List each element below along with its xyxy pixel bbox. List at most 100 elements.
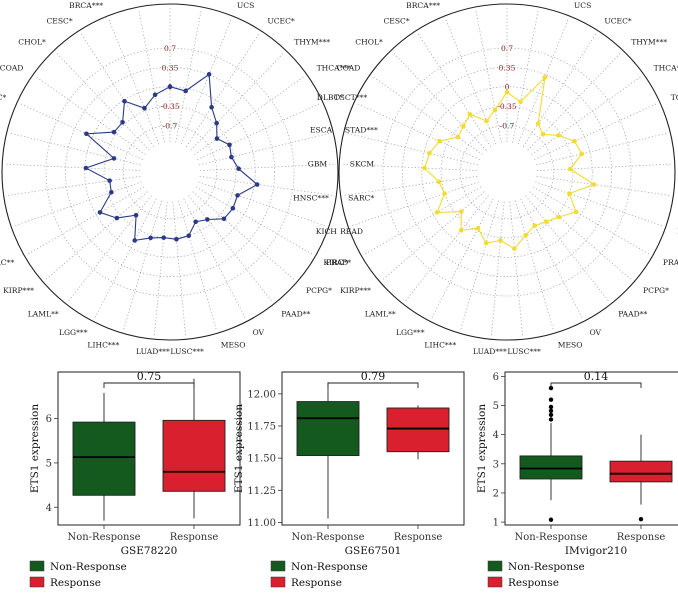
msi-data-point xyxy=(567,166,573,172)
msi-data-point xyxy=(591,182,597,187)
gse78220-box-non-response xyxy=(72,421,136,496)
tmb-data-point xyxy=(209,104,214,110)
tmb-spoke xyxy=(183,198,247,320)
tmb-spoke xyxy=(26,186,145,256)
imvigor210-x-tick-label: Non-Response xyxy=(514,532,587,543)
tmb-spoke xyxy=(55,51,150,151)
tmb-spoke xyxy=(172,201,187,338)
tmb-grid-ring xyxy=(45,47,295,297)
legend-swatch-response xyxy=(29,576,45,588)
tmb-spoke xyxy=(192,191,296,281)
imvigor210-p-value-label: 0.14 xyxy=(584,370,609,383)
tmb-category-label: LUAD*** xyxy=(136,347,170,356)
tmb-category-label: UCEC* xyxy=(267,17,295,26)
msi-spoke xyxy=(536,175,672,196)
msi-grid-ring xyxy=(421,86,593,258)
tmb-spoke xyxy=(18,102,143,160)
gse78220-y-tick-label: 4 xyxy=(46,503,52,514)
msi-spoke xyxy=(341,163,478,171)
imvigor210-panel-border xyxy=(504,371,678,526)
tmb-data-point xyxy=(235,193,240,198)
tmb-spoke xyxy=(122,200,162,332)
gse67501-x-tick-label: Non-Response xyxy=(291,532,364,543)
tmb-data-point xyxy=(161,235,167,240)
imvigor210-legend: Non-Response Response xyxy=(487,560,585,589)
tmb-grid-ring xyxy=(123,125,217,219)
tmb-data-point xyxy=(205,217,210,222)
tmb-data-point xyxy=(221,216,227,222)
msi-r-tick-label: 0.35 xyxy=(499,63,516,72)
tmb-data-point xyxy=(148,235,153,241)
gse67501-dataset-label: GSE67501 xyxy=(345,545,402,557)
msi-category-label: THYM*** xyxy=(631,38,667,47)
gse78220-x-tick-label: Non-Response xyxy=(67,532,140,543)
gse67501-box-non-response xyxy=(296,401,360,457)
msi-category-label: THCA*** xyxy=(654,64,678,73)
imvigor210-y-tick-label: 3 xyxy=(493,459,499,470)
msi-spoke xyxy=(515,200,555,332)
msi-spoke xyxy=(355,102,480,160)
tmb-data-point xyxy=(152,92,158,98)
tmb-category-label: CESC* xyxy=(47,17,73,26)
tmb-data-point xyxy=(214,136,220,141)
msi-category-label: BRCA*** xyxy=(406,1,440,10)
tmb-category-label: LIHC*** xyxy=(87,341,119,350)
gse67501-x-tick-label: Response xyxy=(394,532,443,543)
msi-category-label: ESCA xyxy=(310,126,333,135)
imvigor210-outlier-point xyxy=(548,408,554,413)
tmb-category-label: KIRP*** xyxy=(3,286,34,295)
gse67501-box-response xyxy=(386,407,450,453)
msi-r-tick-label: 0 xyxy=(505,83,510,92)
imvigor210-outlier-point xyxy=(638,516,644,522)
gse67501-y-tick-label: 12.00 xyxy=(247,389,276,400)
tmb-spoke xyxy=(180,17,233,145)
gse78220-y-tick-label: 6 xyxy=(46,414,52,425)
msi-category-label: TGCT*** xyxy=(671,93,678,102)
tmb-category-label: PCPG* xyxy=(306,286,332,295)
msi-data-point xyxy=(459,209,464,214)
msi-spoke xyxy=(475,8,502,143)
gse67501-p-value-label: 0.79 xyxy=(361,370,386,383)
tmb-spoke xyxy=(199,163,336,171)
tmb-r-tick-label: 0.7 xyxy=(164,44,176,53)
msi-radar-chart: Microsatellite instability0.70.350-0.35-… xyxy=(293,0,678,356)
msi-category-label: UCS xyxy=(574,1,591,10)
gse78220-legend: Non-Response Response xyxy=(29,560,127,589)
msi-data-point xyxy=(475,225,481,231)
imvigor210-y-tick-label: 2 xyxy=(493,488,499,499)
msi-data-point xyxy=(504,89,510,95)
gse67501-y-tick-label: 11.50 xyxy=(247,454,276,465)
tmb-spoke xyxy=(5,175,141,196)
tmb-spoke xyxy=(197,102,322,160)
msi-data-point xyxy=(422,165,427,171)
msi-category-label: LAML** xyxy=(365,309,396,318)
msi-data-point xyxy=(579,151,585,157)
msi-category-label: OV xyxy=(589,328,601,337)
imvigor210-y-tick-label: 5 xyxy=(493,401,499,412)
msi-spoke xyxy=(430,198,494,320)
tmb-data-point xyxy=(111,129,117,135)
msi-category-label: PRAD xyxy=(663,258,678,267)
msi-category-label: UCEC* xyxy=(604,17,632,26)
msi-category-label: LUAD*** xyxy=(473,347,507,356)
msi-grid-ring xyxy=(440,105,574,239)
gse78220-y-tick-label: 5 xyxy=(46,458,52,469)
tmb-category-label: PRAD xyxy=(326,258,348,267)
msi-category-label: LIHC*** xyxy=(424,341,456,350)
tmb-category-label: LAML** xyxy=(28,309,59,318)
imvigor210-outlier-point xyxy=(548,417,554,422)
tmb-spoke xyxy=(198,181,327,227)
msi-data-point xyxy=(567,191,572,196)
tmb-category-label: KIRC** xyxy=(0,258,14,267)
tmb-data-point xyxy=(230,205,236,211)
msi-r-tick-label: 0.7 xyxy=(501,44,513,53)
tmb-grid-ring xyxy=(103,105,237,239)
legend-swatch-non-response xyxy=(270,560,286,572)
tmb-data-point xyxy=(111,156,117,161)
msi-category-label: KICH xyxy=(316,227,337,236)
tmb-data-point xyxy=(120,119,125,125)
msi-category-label: GBM xyxy=(308,159,328,168)
msi-grid-ring xyxy=(402,67,612,277)
gse78220-box-response xyxy=(162,419,226,492)
tmb-data-point xyxy=(183,88,188,94)
